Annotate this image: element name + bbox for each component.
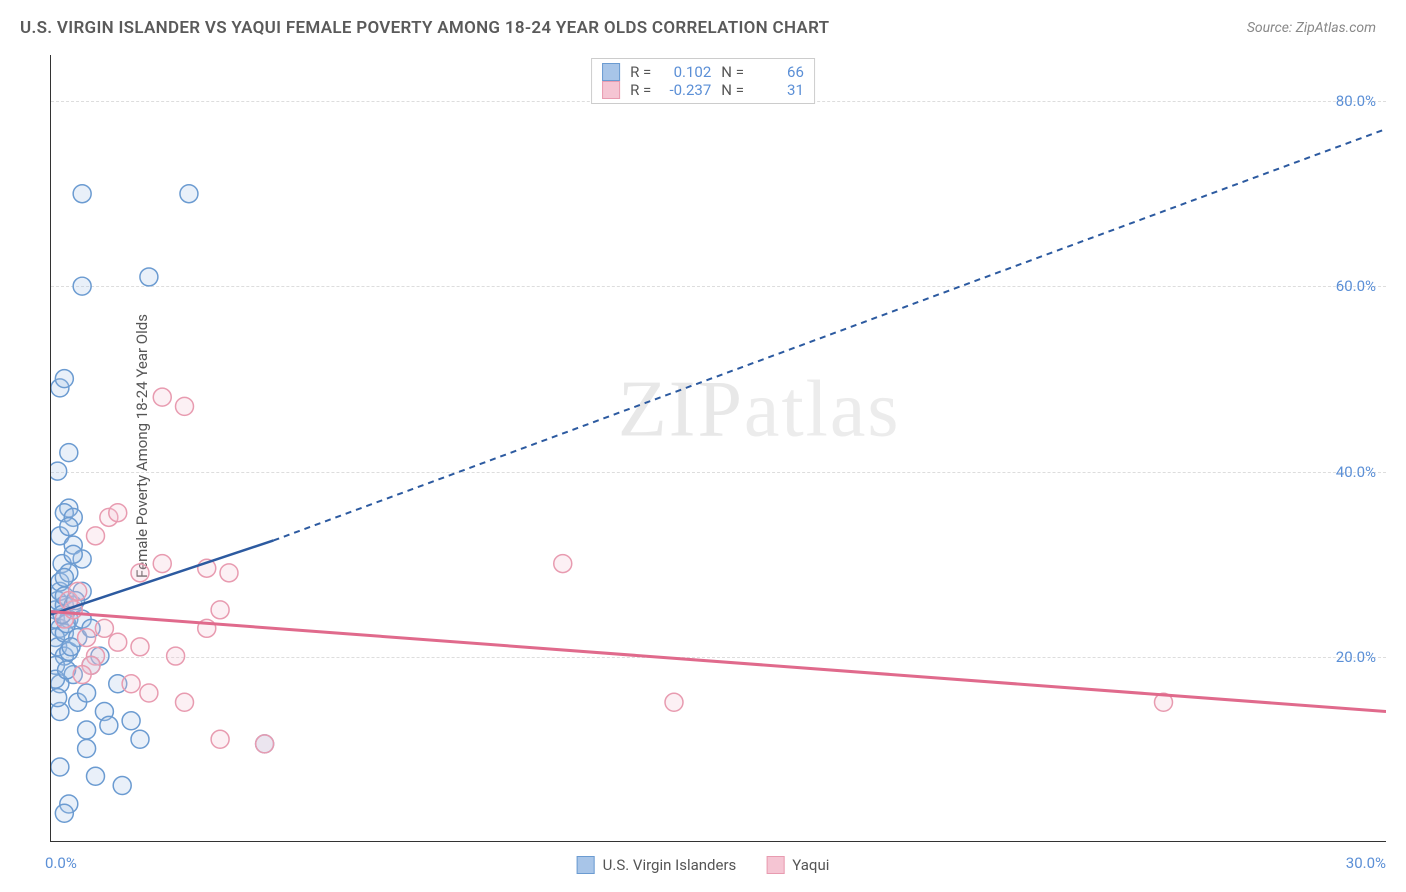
series2-legend-label: Yaqui xyxy=(792,856,829,874)
series1-legend-swatch-icon xyxy=(577,856,595,874)
chart-plot-area: 20.0%40.0%60.0%80.0% xyxy=(50,55,1386,842)
legend-item-series1: U.S. Virgin Islanders xyxy=(577,856,737,874)
stats-row-series2: R = -0.237 N = 31 xyxy=(602,81,804,99)
series2-swatch-icon xyxy=(602,81,620,99)
series1-swatch-icon xyxy=(602,63,620,81)
x-tick-0: 0.0% xyxy=(45,854,77,872)
series2-r-value: -0.237 xyxy=(661,81,711,99)
correlation-stats-box: R = 0.102 N = 66 R = -0.237 N = 31 xyxy=(591,58,815,104)
series2-legend-swatch-icon xyxy=(766,856,784,874)
scatter-plot-svg xyxy=(51,55,1386,841)
series2-n-value: 31 xyxy=(754,81,804,99)
legend-item-series2: Yaqui xyxy=(766,856,829,874)
n-label: N = xyxy=(721,63,744,81)
series1-n-value: 66 xyxy=(754,63,804,81)
chart-header: U.S. VIRGIN ISLANDER VS YAQUI FEMALE POV… xyxy=(0,0,1406,48)
stats-row-series1: R = 0.102 N = 66 xyxy=(602,63,804,81)
n-label: N = xyxy=(721,81,744,99)
series1-r-value: 0.102 xyxy=(661,63,711,81)
series1-legend-label: U.S. Virgin Islanders xyxy=(603,856,737,874)
source-label: Source: xyxy=(1247,20,1296,36)
x-tick-1: 30.0% xyxy=(1346,854,1386,872)
r-label: R = xyxy=(630,63,651,81)
chart-source: Source: ZipAtlas.com xyxy=(1247,20,1376,36)
bottom-legend: U.S. Virgin Islanders Yaqui xyxy=(577,856,830,874)
chart-title: U.S. VIRGIN ISLANDER VS YAQUI FEMALE POV… xyxy=(20,18,829,38)
source-value: ZipAtlas.com xyxy=(1296,20,1376,36)
r-label: R = xyxy=(630,81,651,99)
